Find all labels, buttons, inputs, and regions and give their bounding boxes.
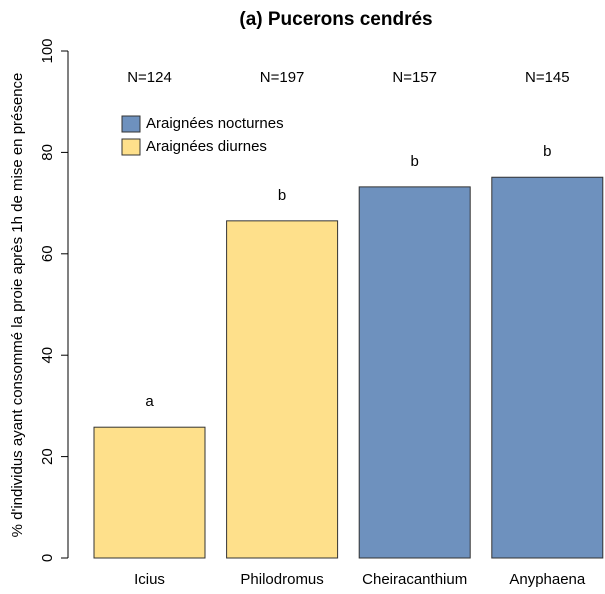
n-label: N=145 [525, 69, 570, 86]
chart-title: (a) Pucerons cendrés [239, 9, 432, 30]
n-label: N=157 [392, 69, 437, 86]
letter-label: b [278, 187, 286, 204]
y-tick-label: 0 [39, 554, 56, 562]
y-tick-label: 60 [39, 245, 56, 262]
y-tick-label: 20 [39, 448, 56, 465]
x-tick-label: Icius [134, 571, 165, 588]
letter-label: b [411, 153, 419, 170]
bar [226, 220, 339, 559]
legend-swatch [121, 115, 141, 133]
bar [491, 176, 604, 559]
letter-label: b [543, 143, 551, 160]
y-tick-label: 80 [39, 144, 56, 161]
legend-label: Araignées diurnes [146, 138, 267, 155]
x-tick-label: Anyphaena [509, 571, 586, 588]
legend-label: Araignées nocturnes [146, 115, 284, 132]
x-tick-label: Philodromus [240, 571, 323, 588]
bar [93, 426, 206, 559]
y-tick-label: 100 [39, 38, 56, 63]
y-tick-label: 40 [39, 347, 56, 364]
n-label: N=124 [127, 69, 172, 86]
bar [358, 186, 471, 559]
n-label: N=197 [260, 69, 305, 86]
letter-label: a [145, 393, 154, 410]
legend-swatch [121, 138, 141, 156]
y-axis-label: % d'individus ayant consommé la proie ap… [9, 73, 26, 538]
x-tick-label: Cheiracanthium [362, 571, 467, 588]
